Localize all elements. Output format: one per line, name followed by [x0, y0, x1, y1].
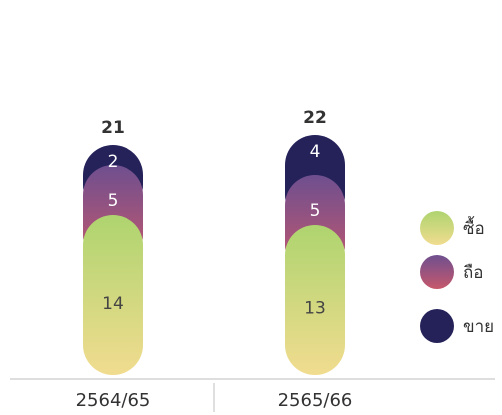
- legend-swatch: [420, 211, 454, 245]
- legend-swatch: [420, 255, 454, 289]
- bar-ซื้อ-2564/65: [83, 215, 143, 375]
- legend-swatch: [420, 309, 454, 343]
- value-label: 4: [310, 142, 321, 162]
- value-label: 2: [108, 152, 119, 172]
- legend-label: ซื้อ: [463, 216, 485, 239]
- bar-ซื้อ-2565/66: [285, 225, 345, 375]
- labels: 14 5 2 21 2564/65 13 5 4 22 2565/66: [76, 108, 353, 411]
- legend-label: ขาย: [463, 317, 494, 337]
- value-label: 5: [310, 201, 321, 221]
- legend-label: ถือ: [463, 263, 484, 283]
- value-label: 5: [108, 191, 119, 211]
- category-label: 2564/65: [76, 390, 151, 411]
- total-label: 21: [101, 118, 125, 138]
- total-label: 22: [303, 108, 327, 128]
- category-label: 2565/66: [278, 390, 353, 411]
- bars: [83, 135, 345, 375]
- value-label: 14: [102, 294, 124, 314]
- value-label: 13: [304, 299, 326, 319]
